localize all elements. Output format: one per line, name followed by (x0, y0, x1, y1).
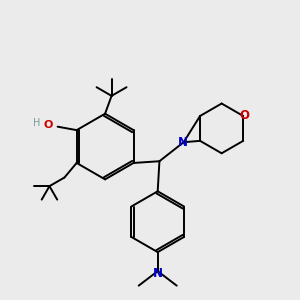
Text: H: H (33, 118, 40, 128)
Text: O: O (43, 120, 52, 130)
Text: N: N (153, 267, 163, 280)
Text: O: O (239, 110, 249, 122)
Text: N: N (178, 136, 188, 149)
